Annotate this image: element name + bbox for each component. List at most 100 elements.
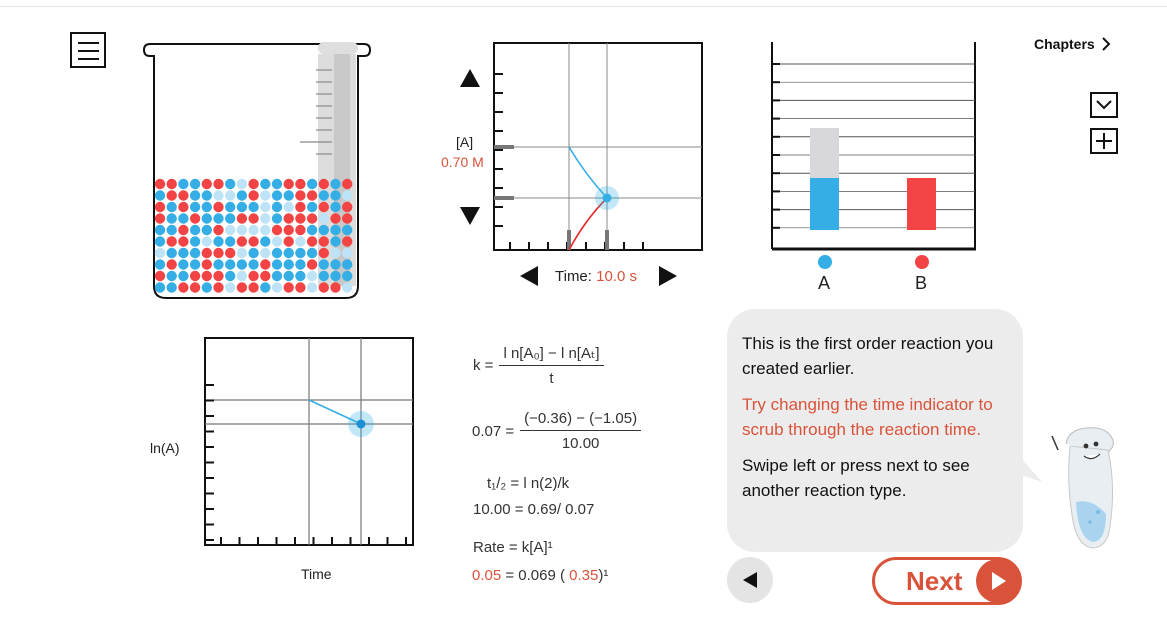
particle (201, 178, 212, 190)
time-increase-button[interactable] (659, 266, 677, 286)
particle (260, 201, 271, 213)
particle (306, 270, 318, 282)
particle (225, 201, 236, 213)
add-button[interactable] (1090, 128, 1118, 154)
particle (342, 259, 353, 270)
particle (295, 282, 306, 293)
particle (178, 282, 189, 293)
particle (342, 178, 353, 190)
particle (271, 247, 283, 259)
particle (166, 282, 177, 293)
bar-label-b: B (915, 273, 928, 293)
concentration-chart[interactable] (493, 42, 705, 254)
particle (271, 213, 283, 224)
bubble-hint: Swipe left or press next to see another … (742, 456, 970, 500)
k-lhs: k = (473, 357, 494, 374)
expand-button[interactable] (1090, 92, 1118, 118)
time-decrease-button[interactable] (520, 266, 538, 286)
time-end-marker (605, 230, 609, 250)
particle (166, 259, 177, 270)
ln-chart-xlabel: Time (301, 566, 332, 582)
particle (318, 190, 329, 201)
particle (283, 247, 294, 259)
triangle-left-icon (743, 572, 757, 588)
particle (213, 201, 224, 213)
legend-a-dot (818, 255, 832, 269)
particle (306, 224, 318, 236)
current-a-marker (494, 196, 514, 200)
particle (189, 282, 201, 293)
particle (236, 282, 248, 293)
particle (236, 247, 248, 259)
particle (178, 201, 189, 213)
time-value: 10.0 s (596, 268, 637, 285)
particle (260, 236, 271, 247)
particle (236, 178, 248, 190)
particle (201, 259, 212, 270)
time-start-marker (567, 230, 571, 250)
particle (166, 224, 177, 236)
particle (318, 213, 329, 224)
particle (248, 236, 259, 247)
particle (306, 190, 318, 201)
particle (318, 201, 329, 213)
particle (201, 236, 212, 247)
particle (178, 259, 189, 270)
particle (248, 201, 259, 213)
menu-button[interactable] (70, 32, 106, 68)
back-button[interactable] (727, 557, 773, 603)
bar-a (810, 178, 839, 230)
particle (189, 224, 201, 236)
particle (330, 247, 341, 259)
rate-constant-formula: k = l n[A₀] − l n[Aₜ] t (473, 344, 604, 387)
particle (213, 190, 224, 201)
particle (318, 282, 329, 293)
particle (178, 236, 189, 247)
menu-icon-line (78, 50, 99, 52)
particle (260, 213, 271, 224)
bubble-instruction: Try changing the time indicator to scrub… (742, 395, 993, 439)
decrease-concentration-button[interactable] (460, 207, 480, 225)
particle (178, 247, 189, 259)
particle (248, 259, 259, 270)
particle (189, 247, 201, 259)
bar-a-initial (810, 128, 839, 180)
particle (271, 236, 283, 247)
particle (342, 201, 353, 213)
particle (248, 178, 259, 190)
particle (166, 190, 177, 201)
particle (178, 224, 189, 236)
particle (330, 270, 341, 282)
particle (260, 247, 271, 259)
particle (248, 247, 259, 259)
particle (330, 178, 341, 190)
particle (154, 270, 166, 282)
next-button[interactable]: Next (872, 557, 1022, 605)
particle (271, 224, 283, 236)
product-curve (568, 197, 608, 251)
particle (318, 270, 329, 282)
particle (178, 213, 189, 224)
particle (189, 201, 201, 213)
next-label: Next (906, 565, 963, 596)
particle (166, 236, 177, 247)
chapters-button[interactable]: Chapters (1034, 36, 1111, 52)
increase-concentration-button[interactable] (460, 69, 480, 87)
particle (295, 213, 306, 224)
particle (213, 259, 224, 270)
particle (295, 270, 306, 282)
k-numerator: l n[A₀] − l n[Aₜ] (499, 344, 604, 366)
particle (236, 190, 248, 201)
particle (306, 201, 318, 213)
plus-icon (1096, 133, 1112, 149)
particle (295, 236, 306, 247)
rate-value-conc: 0.35 (565, 567, 599, 584)
particle (178, 178, 189, 190)
particle (318, 224, 329, 236)
particle (271, 270, 283, 282)
particle (330, 213, 341, 224)
particle (236, 259, 248, 270)
particle (248, 282, 259, 293)
particle (342, 213, 353, 224)
particle (271, 282, 283, 293)
